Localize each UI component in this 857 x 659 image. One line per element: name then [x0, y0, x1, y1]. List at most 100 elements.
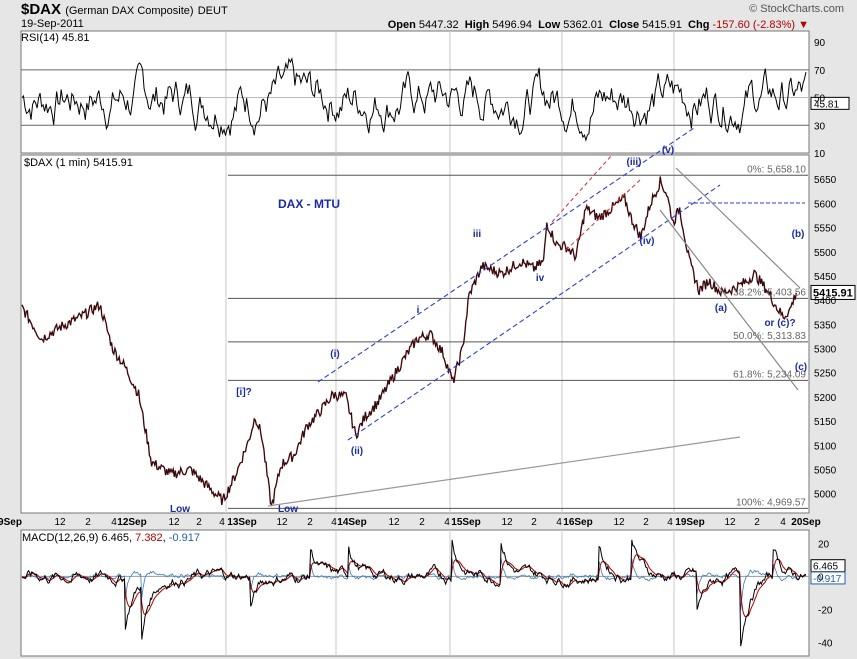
rsi-legend: RSI(14) 45.81	[21, 32, 90, 44]
macd-value-tag: 6.465	[813, 562, 838, 573]
x-tick-label: 15Sep	[451, 517, 480, 528]
price-tick-label: 5500	[814, 248, 837, 259]
open-value: 5447.32	[418, 19, 459, 31]
x-tick-label: 4	[219, 517, 225, 528]
x-tick-label: 13Sep	[227, 517, 256, 528]
rsi-tick-label: 30	[814, 121, 826, 132]
x-tick-label: 4	[556, 517, 562, 528]
macd-panel	[20, 529, 810, 657]
wave-label: or (c)?	[764, 318, 795, 329]
x-tick-label: 2	[419, 517, 425, 528]
macd-tick-label: -20	[818, 606, 833, 617]
rsi-value-box	[810, 96, 850, 110]
ohlc-readout: Open 5447.32 High 5496.94 Low 5362.01 Cl…	[388, 19, 809, 31]
price-series-line	[21, 176, 797, 506]
macd-tick-label: -40	[818, 639, 833, 650]
x-tick-label: 2	[307, 517, 313, 528]
x-tick-label: 4	[331, 517, 337, 528]
high-value: 5496.94	[492, 19, 533, 31]
price-value-tag: 5415.91	[813, 287, 853, 299]
price-tick-label: 5600	[814, 199, 837, 210]
lower-channel-line	[347, 184, 721, 441]
x-tick-label: 2	[643, 517, 649, 528]
price-tick-label: 5450	[814, 272, 837, 283]
macd-value: 6.465	[101, 532, 130, 544]
high-label: High	[464, 19, 490, 31]
rsi-tick-label: 90	[814, 38, 826, 49]
rsi-line	[21, 57, 807, 142]
wave-label: (c)	[795, 362, 807, 373]
x-tick-label: 19Sep	[675, 517, 704, 528]
decline-channel-upper	[675, 167, 801, 289]
close-label: Close	[609, 19, 640, 31]
rsi-value-tag: 45.81	[814, 99, 839, 110]
fib-level-label: 61.8%: 5,234.09	[733, 369, 806, 380]
wave-label: iii	[473, 229, 482, 240]
x-tick-label: 12	[388, 517, 400, 528]
x-tick-label: 2	[531, 517, 537, 528]
wave-label: (v)	[662, 145, 674, 156]
x-tick-label: 4	[111, 517, 117, 528]
decline-channel-lower	[659, 209, 799, 391]
price-tick-label: 5350	[814, 320, 837, 331]
price-legend: $DAX (1 min) 5415.91	[24, 157, 133, 169]
x-tick-label: 12	[613, 517, 625, 528]
x-tick-label: 20Sep	[791, 517, 820, 528]
chart-annotation-title: DAX - MTU	[278, 197, 340, 211]
price-label: $DAX (1 min)	[24, 157, 91, 169]
wave-label: (b)	[792, 229, 805, 240]
symbol-title: $DAX (German DAX Composite) DEUT	[21, 1, 228, 18]
chg-value: -157.60 (-2.83%)	[712, 19, 796, 31]
macd-line	[21, 539, 807, 647]
macd-signal-value: 7.382	[135, 532, 163, 544]
x-tick-label: 14Sep	[337, 517, 366, 528]
wave-label: iv	[536, 273, 545, 284]
fib-level-label: 38.2%: 5,403.56	[733, 287, 806, 298]
fib-level-label: 50.0%: 5,313.83	[733, 331, 806, 342]
x-tick-label: 4	[780, 517, 786, 528]
x-tick-label: 2	[754, 517, 760, 528]
price-panel	[20, 154, 810, 514]
rsi-tick-label: 70	[814, 66, 826, 77]
x-tick-label: 12	[501, 517, 513, 528]
price-tick-label: 5050	[814, 465, 837, 476]
x-tick-label: 2	[196, 517, 202, 528]
macd-label: MACD(12,26,9)	[22, 532, 99, 544]
x-tick-label: 12Sep	[117, 517, 146, 528]
symbol-name: (German DAX Composite)	[65, 5, 194, 17]
rsi-tick-label: 10	[814, 149, 826, 160]
price-tick-label: 5650	[814, 175, 837, 186]
sub-channel-upper	[551, 154, 613, 223]
wave-label: (iii)	[627, 157, 642, 168]
macd-tick-label: 20	[818, 539, 830, 550]
macd-hist-value-tag: -0.917	[813, 574, 842, 585]
price-value-box	[810, 284, 856, 300]
exchange: DEUT	[197, 5, 228, 17]
chart-date: 19-Sep-2011	[21, 18, 84, 30]
macd-hist-value-box	[810, 571, 846, 585]
long-trend-line	[267, 436, 741, 507]
macd-hist-value: -0.917	[168, 532, 200, 544]
price-tick-label: 5150	[814, 417, 837, 428]
x-tick-label: 12	[54, 517, 66, 528]
price-tick-label: 5300	[814, 345, 837, 356]
price-tick-label: 5100	[814, 441, 837, 452]
x-tick-label: 12	[168, 517, 180, 528]
wave-label: Low	[170, 504, 190, 515]
down-arrow-icon: ▼	[798, 19, 809, 31]
wave-label: [i]?	[236, 387, 252, 398]
wave-label: Low	[278, 504, 298, 515]
macd-legend: MACD(12,26,9) 6.465, 7.382, -0.917	[22, 532, 200, 544]
x-tick-label: 12	[276, 517, 288, 528]
chg-label: Chg	[688, 19, 710, 31]
x-tick-label: 2	[85, 517, 91, 528]
x-tick-label: 9Sep	[0, 517, 22, 528]
fib-level-label: 0%: 5,658.10	[747, 164, 806, 175]
watermark: © StockCharts.com	[749, 3, 844, 15]
price-tick-label: 5400	[814, 296, 837, 307]
rsi-label: RSI(14)	[21, 32, 59, 44]
price-tick-label: 5250	[814, 369, 837, 380]
x-tick-label: 16Sep	[563, 517, 592, 528]
upper-channel-line	[317, 127, 695, 383]
